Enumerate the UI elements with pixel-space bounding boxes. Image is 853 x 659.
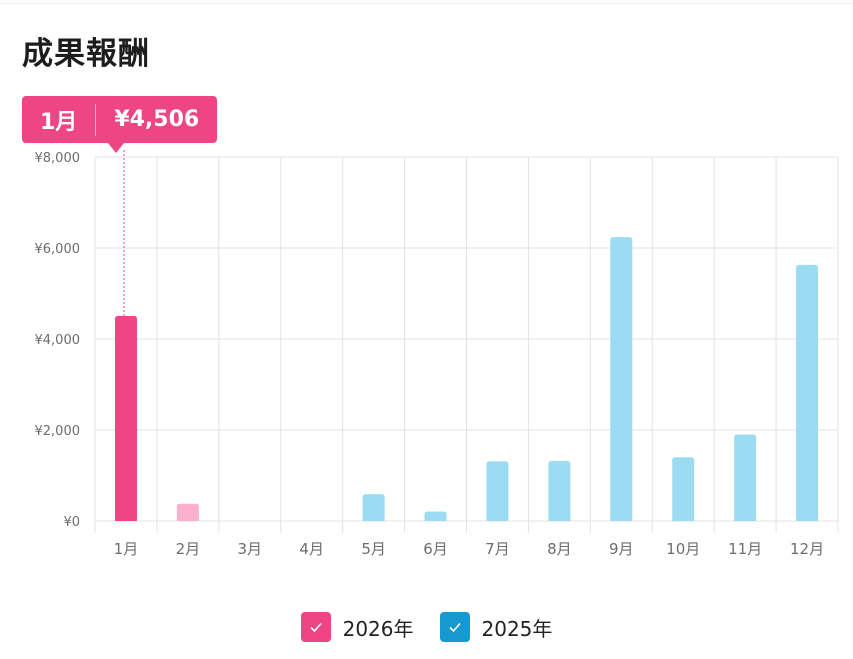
- x-tick-label: 5月: [361, 540, 386, 558]
- bar-2025: [548, 460, 571, 521]
- x-tick-label: 10月: [666, 540, 700, 558]
- legend-label: 2025年: [481, 616, 553, 641]
- x-tick-label: 1月: [114, 540, 139, 558]
- y-tick-label: ¥6,000: [35, 242, 81, 257]
- bar-2025: [362, 494, 385, 521]
- x-tick-label: 3月: [238, 540, 263, 558]
- chart-legend: 2026年 2025年: [0, 612, 853, 642]
- bar-2025: [486, 461, 509, 521]
- bar-2025: [672, 457, 695, 521]
- bar-2025: [610, 237, 633, 521]
- tooltip-arrow: [108, 143, 124, 153]
- bar-2026: [114, 315, 137, 521]
- x-tick-label: 2月: [176, 540, 201, 558]
- bar-2025: [796, 264, 819, 521]
- y-tick-label: ¥0: [63, 515, 80, 530]
- chart-tooltip: 1月 ¥4,506: [22, 96, 218, 153]
- tooltip-divider: [95, 103, 97, 136]
- bar-2025: [424, 511, 447, 521]
- x-tick-label: 4月: [299, 540, 324, 558]
- x-tick-label: 6月: [423, 540, 448, 558]
- x-tick-label: 8月: [547, 540, 572, 558]
- x-tick-label: 11月: [728, 540, 762, 558]
- page-title: 成果報酬: [22, 36, 150, 72]
- y-tick-label: ¥8,000: [35, 151, 81, 166]
- legend-item-2025[interactable]: 2025年: [439, 612, 553, 642]
- bar-2025: [734, 434, 757, 521]
- check-icon: [300, 612, 331, 642]
- x-tick-label: 12月: [790, 540, 824, 558]
- x-tick-label: 7月: [485, 540, 510, 558]
- y-tick-label: ¥4,000: [35, 333, 81, 348]
- bar-chart: ¥0 ¥2,000 ¥4,000 ¥6,000 ¥8,000 1月 2月 3月 4月 5月 6月 7月…: [35, 150, 839, 558]
- check-icon: [439, 612, 470, 642]
- tooltip-value: ¥4,506: [114, 107, 200, 132]
- x-tick-label: 9月: [609, 540, 634, 558]
- tooltip-month: 1月: [40, 109, 78, 135]
- legend-item-2026[interactable]: 2026年: [300, 612, 414, 642]
- bar-2026: [176, 503, 199, 521]
- legend-label: 2026年: [342, 616, 414, 641]
- y-tick-label: ¥2,000: [35, 424, 81, 439]
- top-divider: [0, 3, 853, 4]
